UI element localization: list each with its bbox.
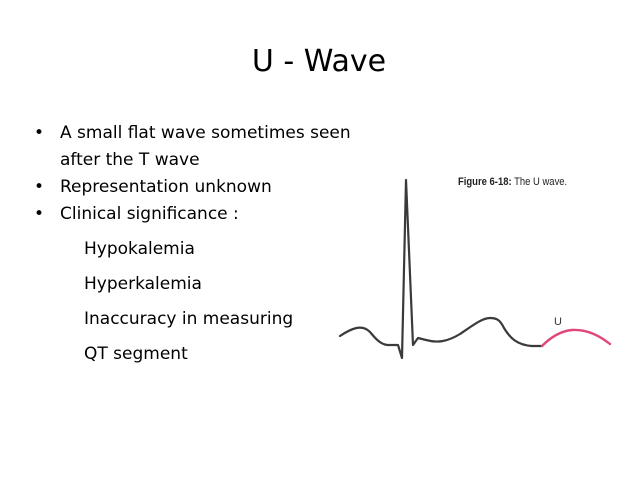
bullet-item: • Clinical significance : [34, 201, 364, 228]
bullet-text: Clinical significance : [60, 204, 239, 224]
sub-item: Hypokalemia [84, 239, 195, 259]
bullet-item: • Representation unknown [34, 174, 364, 201]
bullet-item: • A small flat wave sometimes seen after… [34, 120, 364, 174]
bullet-marker: • [34, 177, 45, 197]
u-wave-label: U [554, 316, 562, 328]
sub-item: QT segment [84, 344, 188, 364]
bullet-text: Representation unknown [60, 177, 272, 197]
u-wave-segment [540, 328, 612, 348]
bullet-marker: • [34, 123, 45, 143]
slide-title: U - Wave [251, 44, 387, 79]
bullet-list: • A small flat wave sometimes seen after… [34, 120, 364, 372]
figure-caption: Figure 6-18: The U wave. [458, 176, 604, 188]
bullet-text: A small flat wave sometimes seen after t… [60, 123, 351, 170]
sub-item: Hyperkalemia [84, 274, 202, 294]
bullet-marker: • [34, 204, 45, 224]
ecg-trace [338, 178, 544, 360]
ecg-figure [338, 178, 612, 360]
figure-caption-label: Figure 6-18: [458, 176, 512, 188]
figure-caption-text: The U wave. [511, 176, 568, 188]
sub-item: Inaccuracy in measuring [84, 309, 294, 329]
